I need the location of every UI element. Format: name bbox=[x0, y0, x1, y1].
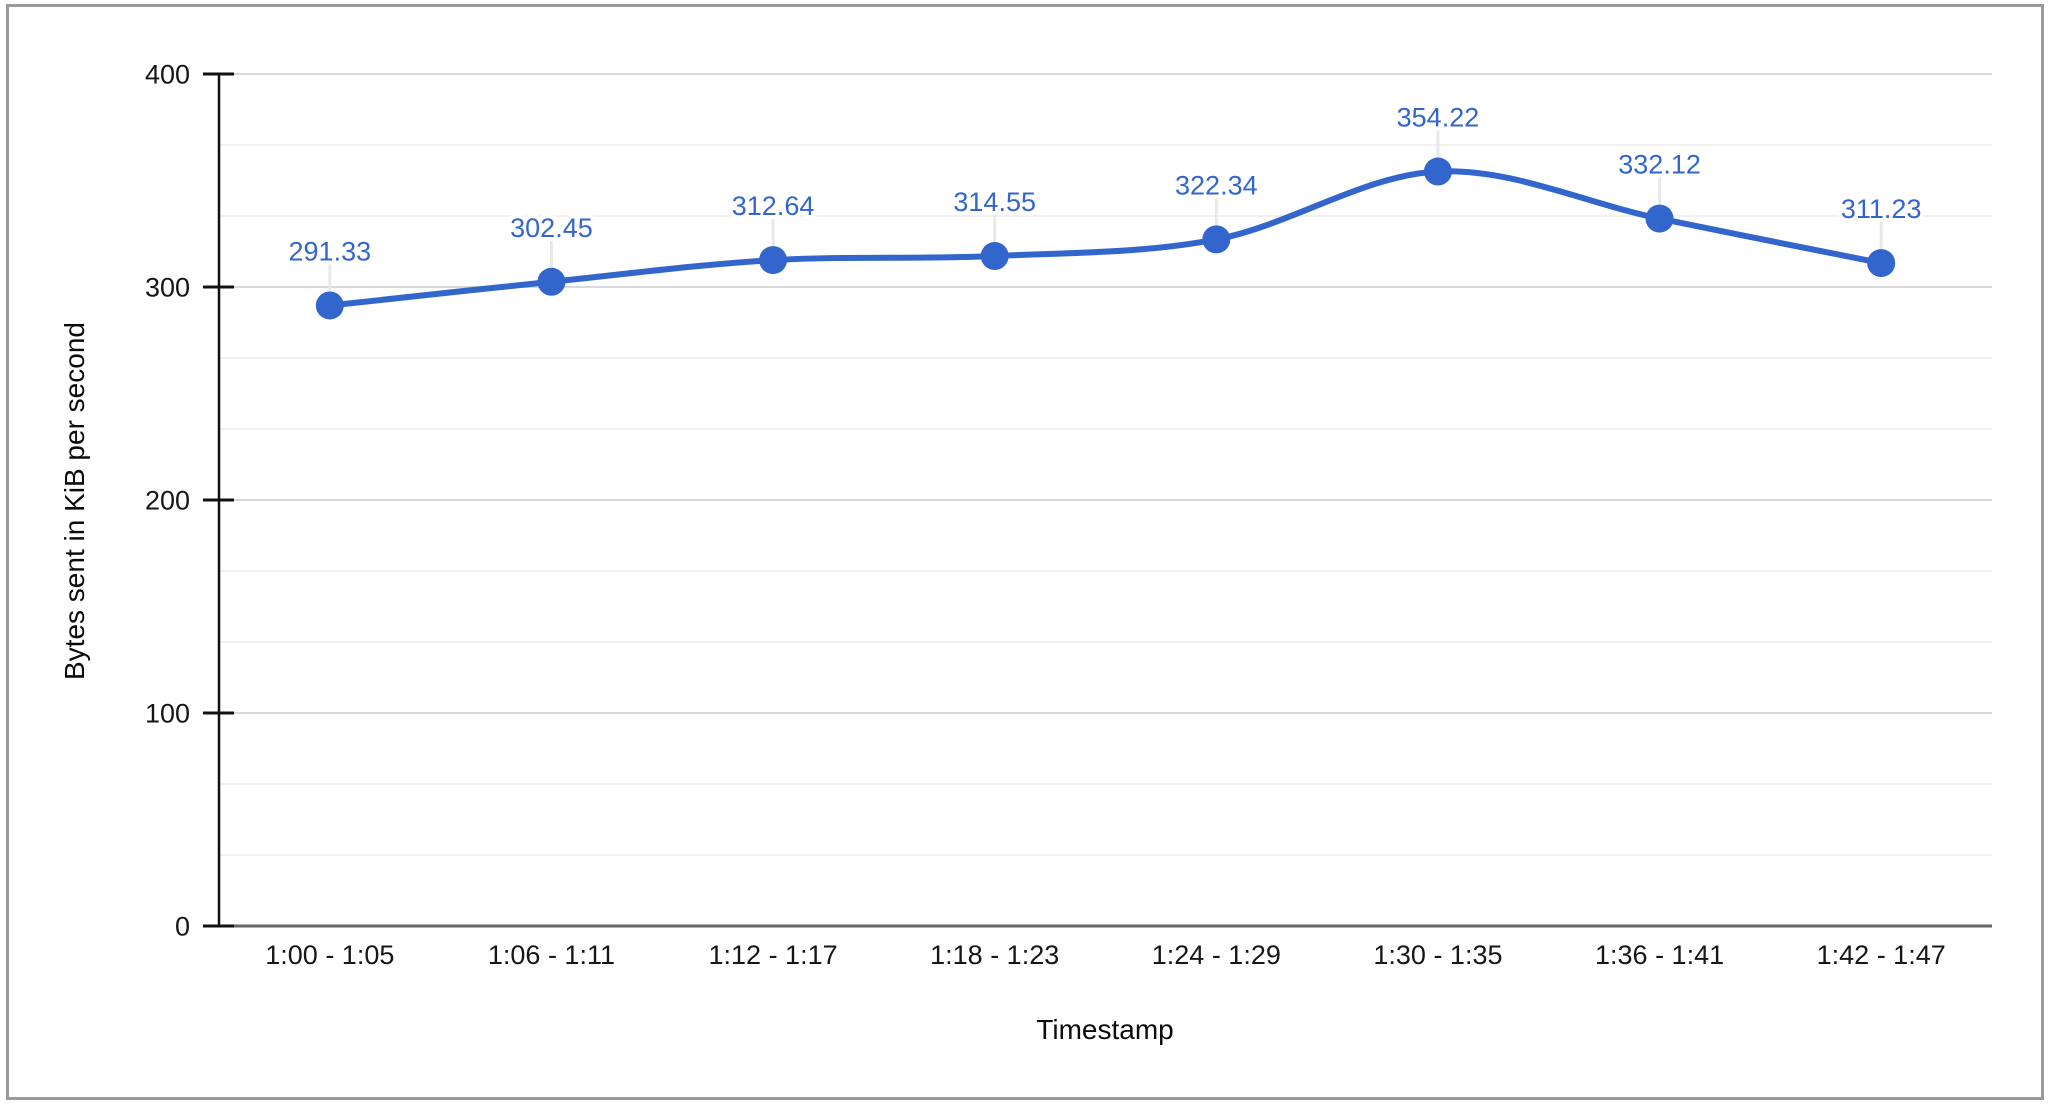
y-tick-label: 300 bbox=[145, 273, 190, 303]
y-axis-title: Bytes sent in KiB per second bbox=[59, 322, 90, 680]
x-tick-label: 1:30 - 1:35 bbox=[1373, 940, 1502, 970]
x-tick-label: 1:36 - 1:41 bbox=[1595, 940, 1724, 970]
data-point-marker[interactable] bbox=[1423, 157, 1452, 186]
data-point-label: 311.23 bbox=[1841, 194, 1922, 224]
x-tick-label: 1:18 - 1:23 bbox=[930, 940, 1059, 970]
data-point-marker[interactable] bbox=[537, 267, 566, 296]
y-tick-label: 100 bbox=[145, 699, 190, 729]
data-point-marker[interactable] bbox=[1202, 225, 1231, 254]
y-tick-label: 0 bbox=[175, 912, 190, 942]
x-axis-title: Timestamp bbox=[1036, 1014, 1174, 1045]
data-point-label: 354.22 bbox=[1397, 103, 1480, 133]
data-point-label: 314.55 bbox=[953, 187, 1036, 217]
y-tick-label: 400 bbox=[145, 60, 190, 90]
x-tick-label: 1:42 - 1:47 bbox=[1817, 940, 1946, 970]
x-tick-label: 1:06 - 1:11 bbox=[488, 940, 615, 970]
series-line bbox=[326, 168, 1885, 309]
x-tick-label: 1:24 - 1:29 bbox=[1152, 940, 1281, 970]
x-tick-label: 1:00 - 1:05 bbox=[265, 940, 394, 970]
data-point-label: 302.45 bbox=[510, 213, 593, 243]
y-tick-label: 200 bbox=[145, 486, 190, 516]
data-point-label: 332.12 bbox=[1618, 150, 1701, 180]
data-point-marker[interactable] bbox=[1645, 204, 1674, 233]
data-point-label: 312.64 bbox=[732, 191, 815, 221]
data-point-marker[interactable] bbox=[315, 291, 344, 320]
x-tick-label: 1:12 - 1:17 bbox=[709, 940, 838, 970]
data-point-label: 291.33 bbox=[289, 236, 372, 266]
data-point-marker[interactable] bbox=[759, 246, 788, 275]
data-point-label: 322.34 bbox=[1175, 170, 1258, 200]
data-point-marker[interactable] bbox=[1867, 249, 1896, 278]
data-point-marker[interactable] bbox=[980, 242, 1009, 271]
chart-frame bbox=[6, 4, 2044, 1100]
